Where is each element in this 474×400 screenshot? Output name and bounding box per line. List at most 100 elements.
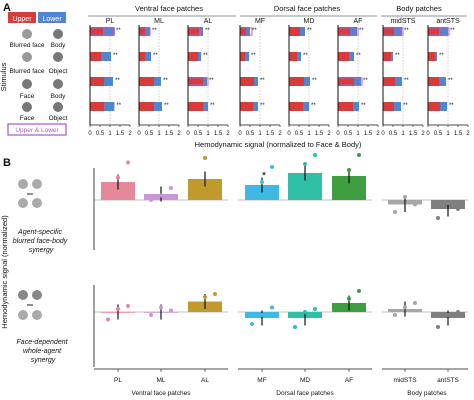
agent-icon bbox=[18, 198, 28, 208]
stimulus-label-left: Blurred face bbox=[9, 68, 44, 75]
significance-marker: ** bbox=[164, 103, 169, 109]
upper-bar bbox=[188, 102, 203, 111]
significance-marker: ** bbox=[303, 53, 308, 59]
lower-bar bbox=[435, 52, 437, 61]
data-point bbox=[260, 313, 264, 317]
agent-icon bbox=[32, 179, 42, 189]
synergy-label-2: Face-dependent whole-agent synergy bbox=[17, 339, 70, 364]
upper-bar bbox=[428, 52, 435, 61]
category-label: antSTS bbox=[437, 377, 459, 384]
x-tick-label: 1.5 bbox=[214, 131, 223, 137]
significance-marker: ** bbox=[439, 53, 444, 59]
body-icon bbox=[53, 79, 63, 89]
x-tick-label: 1 bbox=[206, 131, 210, 137]
lower-bar bbox=[254, 77, 258, 86]
data-point bbox=[149, 198, 153, 202]
data-point bbox=[456, 207, 460, 211]
x-tick-label: 0.5 bbox=[389, 131, 398, 137]
x-tick-label: 1 bbox=[356, 131, 360, 137]
data-point bbox=[116, 307, 120, 311]
data-point bbox=[250, 190, 254, 195]
x-tick-label: 1 bbox=[258, 131, 262, 137]
x-tick-label: 1.5 bbox=[266, 131, 275, 137]
significance-marker: ** bbox=[116, 103, 121, 109]
significance-marker: ** bbox=[361, 103, 366, 109]
x-tick-label: 1 bbox=[401, 131, 405, 137]
legend-upper-swatch bbox=[8, 12, 36, 23]
stimulus-row: Face Object bbox=[20, 102, 68, 122]
significance-marker: ** bbox=[205, 28, 210, 34]
significance-marker: ** bbox=[404, 28, 409, 34]
synergy-icons-top bbox=[18, 179, 42, 208]
lower-bar bbox=[101, 52, 111, 61]
category-label: MD bbox=[300, 377, 310, 384]
blurred-face-icon bbox=[22, 52, 32, 62]
significance-marker: ** bbox=[359, 28, 364, 34]
region-title: antSTS bbox=[436, 18, 460, 25]
x-tick-label: 1.5 bbox=[409, 131, 418, 137]
lower-bar bbox=[297, 52, 301, 61]
data-point bbox=[126, 160, 130, 165]
x-tick-label: 2 bbox=[128, 131, 132, 137]
data-point bbox=[169, 308, 173, 313]
face-icon bbox=[22, 79, 32, 89]
x-tick-label: 0.5 bbox=[145, 131, 154, 137]
lower-bar bbox=[253, 102, 258, 111]
significance-marker: ** bbox=[115, 78, 120, 84]
x-tick-label: 1 bbox=[108, 131, 112, 137]
x-tick-label: 2 bbox=[226, 131, 230, 137]
lower-bar bbox=[203, 102, 208, 111]
significance-marker: * bbox=[262, 170, 267, 182]
upper-bar bbox=[90, 52, 101, 61]
x-tick-label: 1.5 bbox=[315, 131, 324, 137]
data-point bbox=[347, 168, 351, 172]
significance-marker: ** bbox=[363, 78, 368, 84]
group-label: Body patches bbox=[407, 390, 447, 397]
lower-bar bbox=[395, 77, 402, 86]
significance-marker: ** bbox=[450, 28, 455, 34]
upper-bar bbox=[383, 52, 391, 61]
x-tick-label: 0 bbox=[137, 131, 141, 137]
significance-marker: ** bbox=[356, 53, 361, 59]
data-point bbox=[203, 156, 207, 160]
legend-upper-label: Upper bbox=[12, 16, 32, 23]
stimulus-row: Blurred face Body bbox=[9, 29, 66, 49]
lower-bar bbox=[154, 102, 162, 111]
agent-icon bbox=[18, 179, 28, 189]
x-tick-label: 0.5 bbox=[434, 131, 443, 137]
lower-bar bbox=[199, 27, 203, 36]
significance-marker: ** bbox=[311, 103, 316, 109]
x-tick-label: 2 bbox=[466, 131, 470, 137]
upper-bar bbox=[240, 27, 246, 36]
upper-bar bbox=[188, 77, 203, 86]
x-tick-label: 0 bbox=[426, 131, 430, 137]
data-point bbox=[203, 295, 207, 299]
lower-bar bbox=[439, 27, 448, 36]
data-point bbox=[413, 301, 417, 305]
lower-bar bbox=[103, 27, 114, 36]
upper-bar bbox=[139, 102, 154, 111]
data-point bbox=[393, 210, 397, 214]
legend-upper-lower-swatch bbox=[7, 123, 67, 136]
data-point bbox=[169, 186, 173, 190]
upper-bar bbox=[90, 77, 104, 86]
region-title: AF bbox=[354, 18, 363, 25]
x-tick-label: 0 bbox=[186, 131, 190, 137]
category-label: PL bbox=[114, 377, 122, 384]
lower-bar bbox=[104, 102, 115, 111]
data-point bbox=[313, 153, 317, 157]
significance-marker: ** bbox=[152, 28, 157, 34]
x-tick-label: 0 bbox=[238, 131, 242, 137]
panel-b-letter: B bbox=[3, 157, 11, 169]
upper-bar bbox=[139, 52, 145, 61]
legend-upper-lower-label: Upper & Lower bbox=[15, 127, 59, 134]
significance-marker: ** bbox=[209, 78, 214, 84]
data-point bbox=[106, 193, 110, 198]
stimulus-label-right: Body bbox=[51, 42, 67, 49]
significance-marker: ** bbox=[116, 28, 121, 34]
body-icon bbox=[53, 29, 63, 39]
lower-bar bbox=[303, 102, 309, 111]
stimulus-label-left: Face bbox=[20, 93, 35, 100]
lower-bar bbox=[350, 27, 357, 36]
x-tick-label: 0 bbox=[287, 131, 291, 137]
